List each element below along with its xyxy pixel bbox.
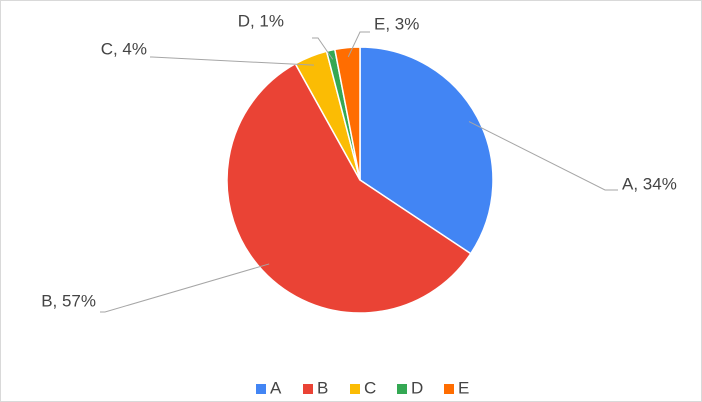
legend-swatch (256, 384, 266, 394)
leader-line (150, 56, 315, 66)
legend-label: B (317, 378, 328, 397)
data-label: E, 3% (374, 14, 419, 33)
leader-line (100, 263, 270, 313)
legend-label: D (411, 378, 423, 397)
leader-line (312, 37, 334, 60)
legend-swatch (397, 384, 407, 394)
legend-label: C (364, 378, 376, 397)
data-label: D, 1% (238, 11, 284, 30)
legend-swatch (350, 384, 360, 394)
leader-line (468, 121, 618, 191)
leader-line (347, 31, 370, 58)
legend-label: E (458, 378, 469, 397)
data-label: B, 57% (41, 291, 96, 310)
legend-swatch (303, 384, 313, 394)
data-label: C, 4% (101, 39, 147, 58)
pie-slice (226, 62, 472, 314)
data-label: A, 34% (622, 174, 677, 193)
legend-label: A (270, 378, 282, 397)
legend-swatch (444, 384, 454, 394)
pie-slice (333, 46, 361, 181)
